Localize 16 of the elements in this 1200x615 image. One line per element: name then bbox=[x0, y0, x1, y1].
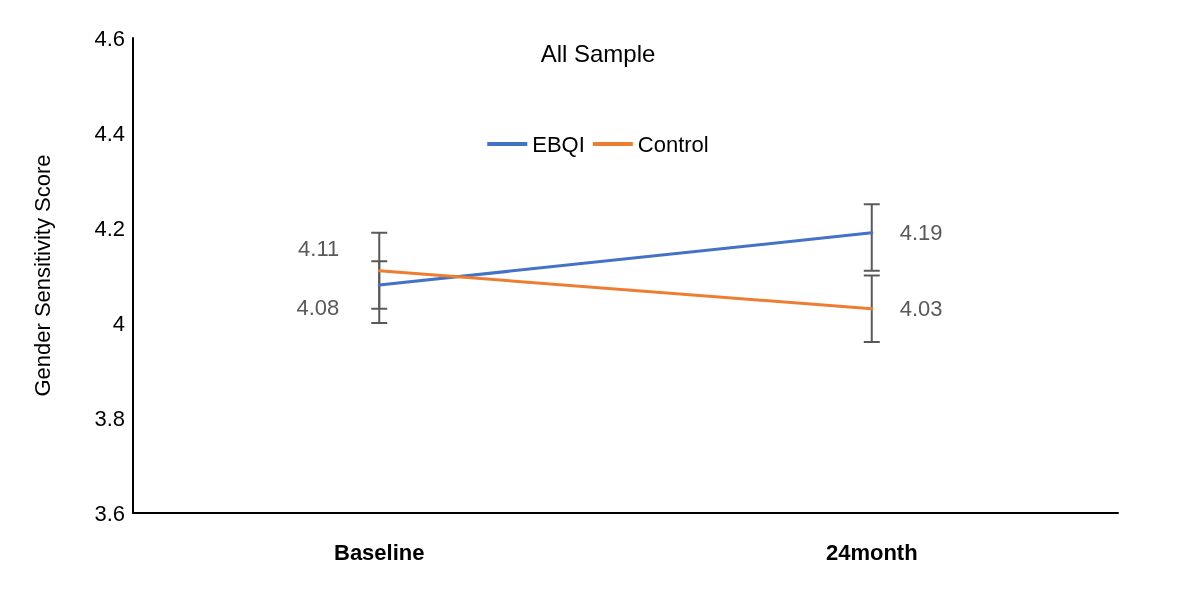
y-tick-label: 3.6 bbox=[94, 500, 125, 526]
y-tick-label: 4.4 bbox=[94, 120, 125, 146]
data-label: 4.11 bbox=[298, 236, 340, 262]
legend-label: Control bbox=[637, 131, 709, 157]
chart-title: All Sample bbox=[540, 39, 656, 67]
x-tick-label: 24month bbox=[825, 539, 918, 565]
y-tick-label: 3.8 bbox=[94, 405, 125, 431]
data-label: 4.19 bbox=[899, 220, 943, 246]
y-tick-label: 4.6 bbox=[94, 25, 125, 51]
x-tick-label: Baseline bbox=[334, 539, 425, 565]
y-axis-title: Gender Sensitivity Score bbox=[29, 154, 55, 397]
data-label: 4.08 bbox=[296, 294, 340, 320]
legend-label: EBQI bbox=[532, 131, 585, 157]
data-label: 4.03 bbox=[899, 296, 943, 322]
y-tick-label: 4.2 bbox=[94, 215, 125, 241]
y-tick-label: 4 bbox=[112, 310, 125, 336]
